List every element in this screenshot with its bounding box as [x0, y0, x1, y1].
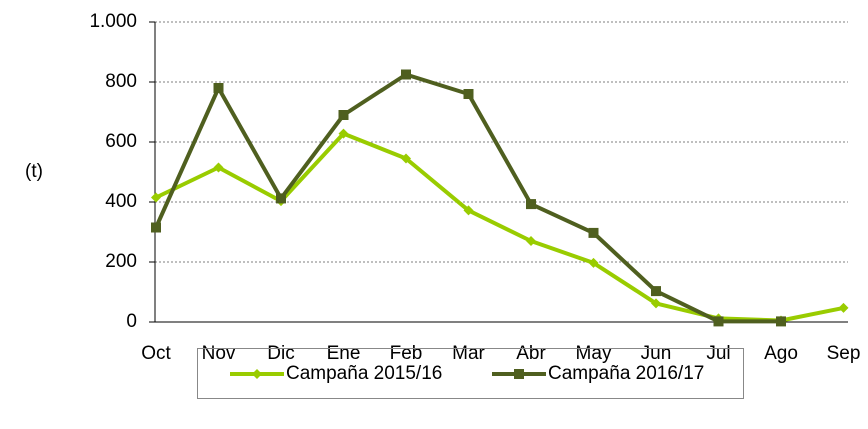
x-tick-label: May: [576, 343, 612, 364]
x-tick-label: Jul: [706, 343, 730, 364]
marker: [338, 110, 349, 120]
legend-box: [197, 348, 744, 399]
marker: [151, 192, 161, 203]
series: [151, 69, 786, 327]
marker: [776, 316, 786, 327]
x-tick-label: Nov: [202, 343, 236, 364]
marker: [401, 69, 411, 80]
marker: [463, 205, 474, 216]
x-tick-label: Mar: [452, 343, 485, 364]
marker: [526, 199, 536, 210]
x-tick-label: Oct: [141, 343, 171, 364]
marker: [588, 257, 599, 268]
legend-label: Campaña 2015/16: [286, 363, 442, 384]
marker: [276, 193, 286, 204]
marker: [651, 298, 661, 309]
marker: [651, 286, 661, 297]
series: [151, 128, 849, 326]
marker: [338, 128, 349, 139]
y-tick-label: 200: [105, 251, 137, 272]
marker: [526, 236, 536, 246]
y-tick-label: 800: [105, 71, 137, 92]
marker: [838, 302, 849, 313]
y-tick-label: 0: [126, 311, 137, 332]
x-tick-label: Dic: [267, 343, 294, 364]
marker: [213, 162, 224, 173]
marker: [463, 89, 474, 99]
series-line: [155, 131, 844, 323]
y-tick-label: 400: [105, 191, 137, 212]
marker: [588, 227, 599, 238]
series-line: [154, 72, 781, 324]
marker: [713, 316, 724, 327]
y-tick-label: 1.000: [89, 11, 137, 32]
x-tick-label: Jun: [641, 343, 672, 364]
y-axis-label: (t): [25, 161, 43, 182]
x-tick-label: Ene: [327, 343, 361, 364]
marker: [213, 83, 224, 93]
legend-label: Campaña 2016/17: [548, 363, 704, 384]
marker: [151, 222, 161, 233]
marker: [252, 369, 262, 379]
y-tick-label: 600: [105, 131, 137, 152]
x-tick-label: Abr: [516, 343, 546, 364]
x-tick-label: Feb: [390, 343, 423, 364]
x-tick-label: Sep: [827, 343, 861, 364]
x-tick-label: Ago: [764, 343, 798, 364]
marker: [401, 153, 411, 164]
marker: [514, 369, 524, 379]
